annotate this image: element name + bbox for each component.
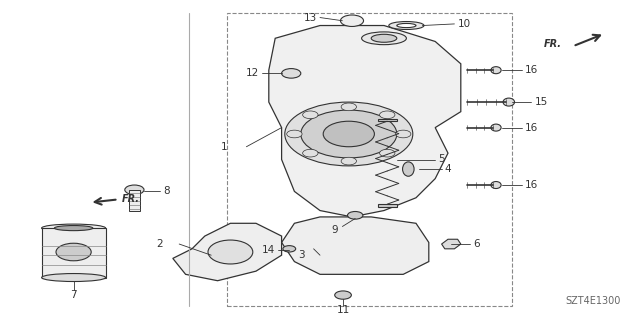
Circle shape xyxy=(380,111,395,119)
Ellipse shape xyxy=(56,243,92,261)
Text: 2: 2 xyxy=(157,239,163,249)
Circle shape xyxy=(380,149,395,157)
Polygon shape xyxy=(269,26,461,217)
Text: 4: 4 xyxy=(445,164,451,174)
Ellipse shape xyxy=(362,32,406,45)
Ellipse shape xyxy=(503,98,515,106)
Circle shape xyxy=(335,291,351,299)
Circle shape xyxy=(303,149,318,157)
Circle shape xyxy=(348,211,363,219)
Polygon shape xyxy=(173,223,282,281)
Text: 6: 6 xyxy=(474,239,480,249)
Text: 3: 3 xyxy=(298,250,305,260)
Circle shape xyxy=(287,130,302,138)
FancyBboxPatch shape xyxy=(42,228,106,278)
FancyBboxPatch shape xyxy=(129,190,140,211)
Bar xyxy=(378,204,397,207)
Text: 11: 11 xyxy=(337,305,349,315)
Ellipse shape xyxy=(208,240,253,264)
Circle shape xyxy=(285,102,413,166)
Ellipse shape xyxy=(491,124,501,131)
Polygon shape xyxy=(442,239,461,249)
Circle shape xyxy=(323,121,374,147)
Text: FR.: FR. xyxy=(122,194,140,204)
Text: 16: 16 xyxy=(525,65,538,75)
Circle shape xyxy=(341,103,356,111)
Circle shape xyxy=(301,110,397,158)
Ellipse shape xyxy=(42,224,106,232)
Circle shape xyxy=(396,130,411,138)
Ellipse shape xyxy=(371,34,397,42)
Text: 7: 7 xyxy=(70,290,77,300)
Text: FR.: FR. xyxy=(544,39,562,49)
Text: 1: 1 xyxy=(221,142,227,152)
Bar xyxy=(378,119,397,121)
Text: 14: 14 xyxy=(262,245,275,256)
Circle shape xyxy=(282,69,301,78)
Text: 16: 16 xyxy=(525,180,538,190)
Polygon shape xyxy=(282,217,429,274)
Text: 10: 10 xyxy=(458,19,471,29)
Text: SZT4E1300: SZT4E1300 xyxy=(565,296,621,306)
Circle shape xyxy=(303,111,318,119)
Text: 13: 13 xyxy=(303,12,317,23)
Ellipse shape xyxy=(388,21,424,30)
Text: 15: 15 xyxy=(534,97,548,107)
Text: 12: 12 xyxy=(246,68,259,78)
Text: 16: 16 xyxy=(525,122,538,133)
Ellipse shape xyxy=(491,67,501,74)
Text: 5: 5 xyxy=(438,154,445,165)
Circle shape xyxy=(341,157,356,165)
Text: 8: 8 xyxy=(163,186,170,197)
Ellipse shape xyxy=(125,185,144,195)
Ellipse shape xyxy=(54,226,93,231)
Ellipse shape xyxy=(491,182,501,189)
Ellipse shape xyxy=(42,274,106,281)
Text: 9: 9 xyxy=(332,225,338,235)
Ellipse shape xyxy=(403,162,414,176)
Ellipse shape xyxy=(397,23,416,28)
Circle shape xyxy=(340,15,364,26)
Circle shape xyxy=(283,246,296,252)
